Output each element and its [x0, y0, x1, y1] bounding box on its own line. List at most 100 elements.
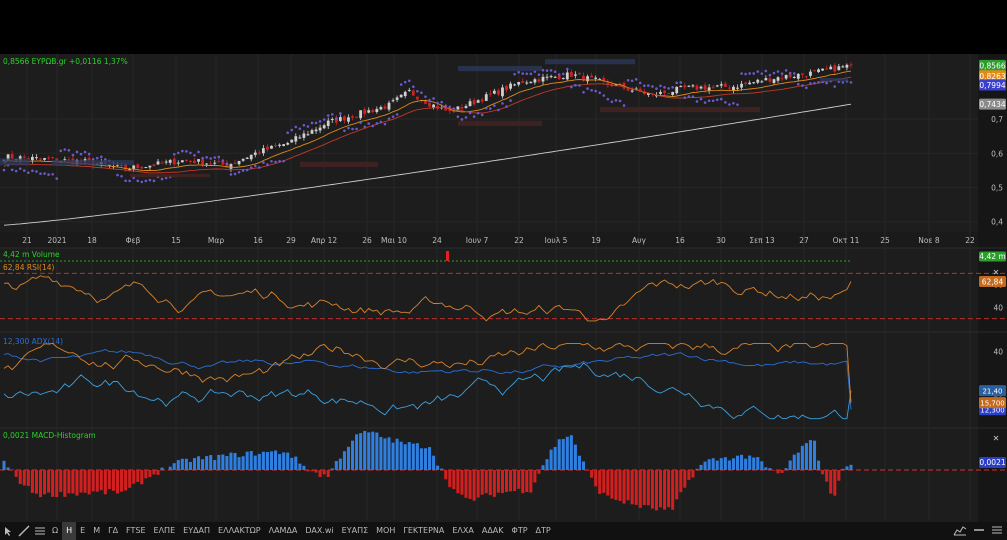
candle-body [383, 106, 387, 109]
toolbar-item[interactable]: ΓΔ [108, 526, 119, 535]
toolbar-item[interactable]: ΕΛΛΑΚΤΩΡ [218, 526, 261, 535]
sar-dot [736, 103, 739, 106]
candle-body [261, 148, 265, 154]
macd-bar-negative [837, 470, 841, 481]
candle-body [549, 76, 553, 78]
macd-bar-positive [440, 468, 444, 470]
candle-body [602, 78, 606, 82]
sar-dot [314, 121, 318, 125]
sar-dot [262, 161, 265, 164]
macd-bar-negative [642, 470, 646, 506]
toolbar-item[interactable]: ΕΥΔΑΠ [183, 526, 211, 535]
toolbar-item[interactable]: ΛΑΜΔΑ [268, 526, 298, 535]
candle-body [395, 97, 399, 100]
sar-dot [403, 80, 407, 84]
toolbar-item[interactable]: DAX.wi [305, 526, 334, 535]
macd-bar-negative [476, 470, 480, 498]
sar-dot [444, 104, 448, 108]
price-label-box [979, 98, 1006, 110]
macd-bar-positive [804, 443, 808, 470]
macd-bar-positive [391, 442, 395, 470]
macd-bar-negative [460, 470, 464, 495]
candle-body [667, 93, 671, 95]
macd-bar-negative [634, 470, 638, 505]
toolbar-item[interactable]: ΕΥΑΠΣ [341, 526, 369, 535]
macd-bar-negative [103, 470, 107, 495]
sar-dot [667, 87, 670, 90]
candle-body [132, 165, 136, 169]
candle-body [136, 164, 140, 168]
x-tick-label: 18 [87, 236, 97, 245]
sar-dot [740, 72, 743, 75]
sar-dot [87, 152, 91, 156]
candle-body [128, 169, 132, 171]
sar-dot [776, 70, 780, 73]
candle-body [160, 162, 164, 164]
candle-body [290, 139, 294, 143]
toolbar-item[interactable]: ΑΔΑΚ [481, 526, 504, 535]
cursor-icon[interactable] [0, 522, 16, 540]
macd-bar-negative [829, 470, 833, 494]
candle-body [116, 164, 119, 166]
macd-bar-negative [780, 470, 784, 473]
candle-body [476, 100, 480, 103]
sar-dot [561, 72, 565, 76]
x-tick-label: Οκτ 11 [833, 236, 860, 245]
candle-body [525, 82, 529, 84]
sar-dot [27, 171, 30, 174]
macd-label-box [979, 457, 1006, 468]
chart-svg[interactable]: 21 2021 18 Φεβ 15 Μαρ 16 29 Απρ 12 26 Μαι 10 24 Ιουν… [0, 0, 1007, 522]
sar-dot [258, 166, 261, 169]
macd-bar-positive [188, 461, 192, 470]
macd-bar-negative [59, 470, 63, 492]
macd-bar-negative [626, 470, 630, 501]
candle-body [359, 110, 363, 119]
macd-bar-negative [306, 470, 310, 472]
sar-dot [395, 113, 399, 116]
menu-icon[interactable] [991, 524, 1003, 538]
candle-body [468, 101, 472, 107]
macd-bar-positive [213, 459, 217, 470]
sar-dot [728, 103, 731, 106]
toolbar-item[interactable]: Η [62, 522, 77, 540]
sar-dot [549, 69, 553, 72]
sar-dot [638, 81, 642, 85]
macd-bar-positive [261, 451, 265, 470]
toolbar-item[interactable]: ΜΟΗ [376, 526, 396, 535]
candle-body [630, 90, 634, 92]
candle-body [821, 68, 825, 71]
toolbar-item[interactable]: Ω [52, 526, 59, 535]
price-label: 0,8263 [979, 72, 1005, 81]
minus-icon[interactable] [973, 524, 985, 538]
candle-body [659, 91, 662, 94]
toolbar-item[interactable]: ΓΕΚΤΕΡΝΑ [403, 526, 445, 535]
candle-body [302, 133, 306, 138]
toolbar-item[interactable]: ΕΛΧΑ [452, 526, 474, 535]
macd-bar-negative [314, 470, 318, 473]
toolbar-item[interactable]: Ε [80, 526, 86, 535]
candle-body [270, 145, 273, 149]
pen-icon[interactable] [16, 522, 32, 540]
sar-dot [330, 113, 334, 116]
candle-body [837, 66, 841, 71]
toolbar-item[interactable]: FTSE [126, 526, 146, 535]
toolbar-item[interactable]: ΦΤΡ [511, 526, 528, 535]
chart-type-icon[interactable] [953, 524, 967, 538]
toolbar-item[interactable]: Μ [93, 526, 101, 535]
macd-bar-negative [488, 470, 492, 496]
sar-dot [788, 71, 792, 75]
macd-bar-negative [22, 470, 26, 486]
toolbar-item[interactable]: ΕΛΠΕ [153, 526, 176, 535]
list-icon[interactable] [32, 522, 48, 540]
toolbar-right [953, 522, 1003, 540]
macd-bar-negative [606, 470, 610, 496]
macd-bar-positive [338, 458, 342, 470]
candle-body [87, 157, 91, 161]
price-label-box [979, 79, 1006, 91]
macd-bar-positive [172, 463, 176, 470]
sar-dot [144, 179, 148, 183]
toolbar-item[interactable]: ΔΤΡ [535, 526, 551, 535]
macd-bar-positive [731, 458, 735, 470]
sar-dot [347, 126, 350, 130]
